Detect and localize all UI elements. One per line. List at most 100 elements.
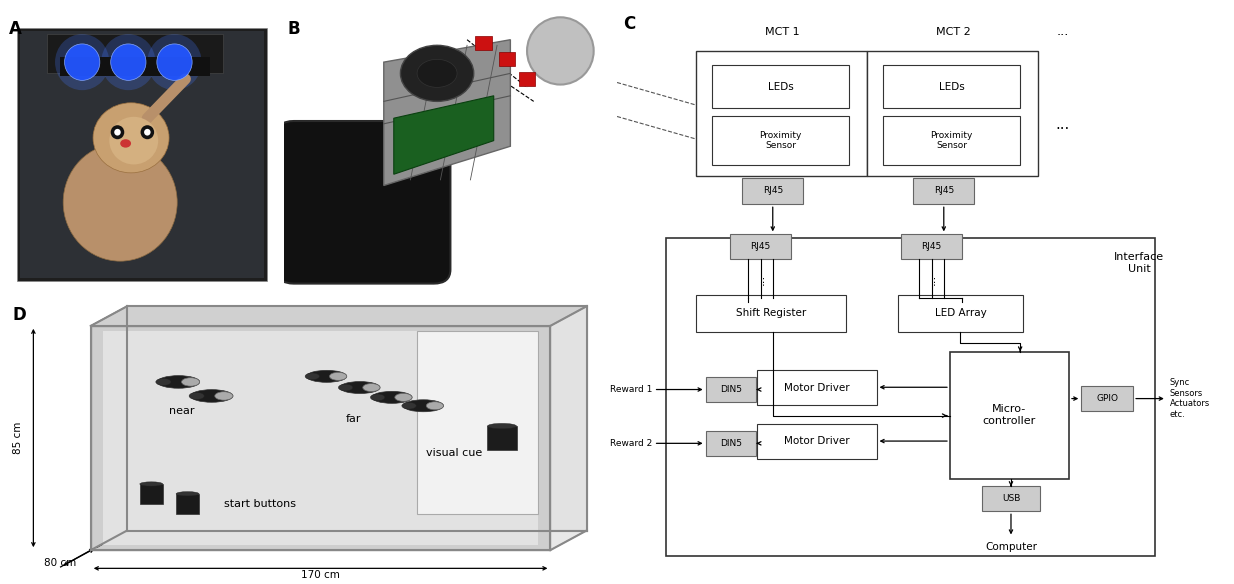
Text: Interface
Unit: Interface Unit	[1114, 252, 1165, 274]
Circle shape	[141, 125, 154, 139]
Ellipse shape	[110, 117, 158, 165]
Ellipse shape	[120, 139, 131, 148]
Circle shape	[157, 44, 193, 81]
Bar	[696, 51, 868, 176]
Circle shape	[111, 44, 146, 81]
Bar	[487, 426, 517, 450]
Ellipse shape	[487, 423, 517, 429]
FancyBboxPatch shape	[278, 121, 450, 284]
Bar	[60, 57, 210, 76]
Ellipse shape	[371, 391, 412, 404]
Ellipse shape	[426, 402, 443, 410]
Text: Reward 1: Reward 1	[610, 385, 653, 394]
Bar	[706, 377, 756, 402]
Text: near: near	[169, 406, 194, 416]
Bar	[882, 65, 1021, 108]
Text: Motor Driver: Motor Driver	[785, 383, 850, 392]
Bar	[696, 295, 847, 332]
Bar	[1081, 386, 1133, 411]
Text: B: B	[288, 20, 300, 38]
Ellipse shape	[339, 381, 380, 394]
Polygon shape	[127, 306, 586, 530]
Ellipse shape	[370, 394, 385, 401]
Text: RJ45: RJ45	[763, 186, 782, 196]
Ellipse shape	[305, 373, 320, 380]
Ellipse shape	[400, 46, 474, 102]
Circle shape	[144, 129, 151, 135]
Ellipse shape	[93, 103, 169, 173]
Ellipse shape	[306, 370, 347, 383]
Text: RJ45: RJ45	[934, 186, 954, 196]
Polygon shape	[102, 332, 538, 544]
Polygon shape	[91, 530, 586, 550]
Bar	[176, 494, 199, 514]
Text: 170 cm: 170 cm	[301, 571, 341, 580]
Ellipse shape	[157, 376, 200, 388]
Text: ...: ...	[754, 273, 768, 284]
Text: ...: ...	[926, 273, 938, 284]
Bar	[706, 431, 756, 456]
Circle shape	[147, 34, 201, 90]
Ellipse shape	[363, 384, 380, 391]
Bar	[901, 234, 963, 259]
Text: far: far	[346, 414, 362, 424]
Bar	[518, 72, 536, 86]
Text: LEDs: LEDs	[939, 82, 964, 92]
Ellipse shape	[395, 394, 412, 401]
Text: LEDs: LEDs	[768, 82, 793, 92]
Bar	[475, 36, 492, 50]
Text: C: C	[623, 15, 636, 33]
Ellipse shape	[417, 60, 457, 88]
Circle shape	[56, 34, 110, 90]
Bar	[758, 370, 876, 405]
Bar	[139, 484, 163, 504]
Bar	[950, 352, 1069, 479]
Bar	[712, 116, 849, 165]
Text: DIN5: DIN5	[719, 439, 742, 448]
Text: start buttons: start buttons	[223, 499, 296, 509]
Bar	[666, 238, 1155, 555]
Ellipse shape	[404, 400, 443, 412]
Text: visual cue: visual cue	[427, 449, 482, 458]
Text: RJ45: RJ45	[922, 242, 942, 251]
Text: LED Array: LED Array	[934, 308, 986, 318]
Bar	[982, 486, 1040, 512]
Text: MCT 1: MCT 1	[765, 26, 800, 37]
Polygon shape	[91, 326, 550, 550]
Polygon shape	[394, 96, 494, 174]
Bar	[913, 178, 975, 204]
Text: Motor Driver: Motor Driver	[785, 436, 850, 446]
Circle shape	[64, 44, 100, 81]
Bar	[47, 34, 223, 74]
Polygon shape	[91, 306, 586, 326]
Polygon shape	[384, 40, 511, 186]
Ellipse shape	[176, 492, 199, 496]
Ellipse shape	[190, 390, 233, 402]
Text: Proximity
Sensor: Proximity Sensor	[930, 131, 972, 150]
Circle shape	[101, 34, 155, 90]
Text: ...: ...	[1056, 25, 1069, 38]
Bar	[731, 234, 791, 259]
Text: A: A	[9, 20, 22, 38]
Bar	[742, 178, 803, 204]
Ellipse shape	[338, 384, 353, 391]
Text: RJ45: RJ45	[750, 242, 771, 251]
Text: GPIO: GPIO	[1096, 394, 1118, 403]
Text: 80 cm: 80 cm	[44, 558, 77, 568]
Polygon shape	[417, 332, 538, 514]
Ellipse shape	[189, 392, 204, 399]
Text: D: D	[12, 306, 26, 324]
Text: Reward 2: Reward 2	[610, 439, 653, 448]
Circle shape	[111, 125, 125, 139]
Text: Sync
Sensors
Actuators
etc.: Sync Sensors Actuators etc.	[1170, 378, 1211, 419]
Ellipse shape	[402, 402, 416, 409]
Bar	[868, 51, 1039, 176]
Ellipse shape	[139, 482, 163, 486]
Text: MCT 2: MCT 2	[935, 26, 970, 37]
Bar	[758, 423, 876, 459]
Ellipse shape	[527, 18, 594, 85]
Text: DIN5: DIN5	[719, 385, 742, 394]
Text: Proximity
Sensor: Proximity Sensor	[759, 131, 802, 150]
Text: USB: USB	[1002, 494, 1021, 503]
Bar	[712, 65, 849, 108]
